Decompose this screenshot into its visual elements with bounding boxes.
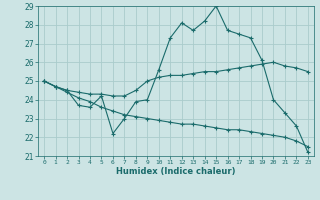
X-axis label: Humidex (Indice chaleur): Humidex (Indice chaleur)	[116, 167, 236, 176]
